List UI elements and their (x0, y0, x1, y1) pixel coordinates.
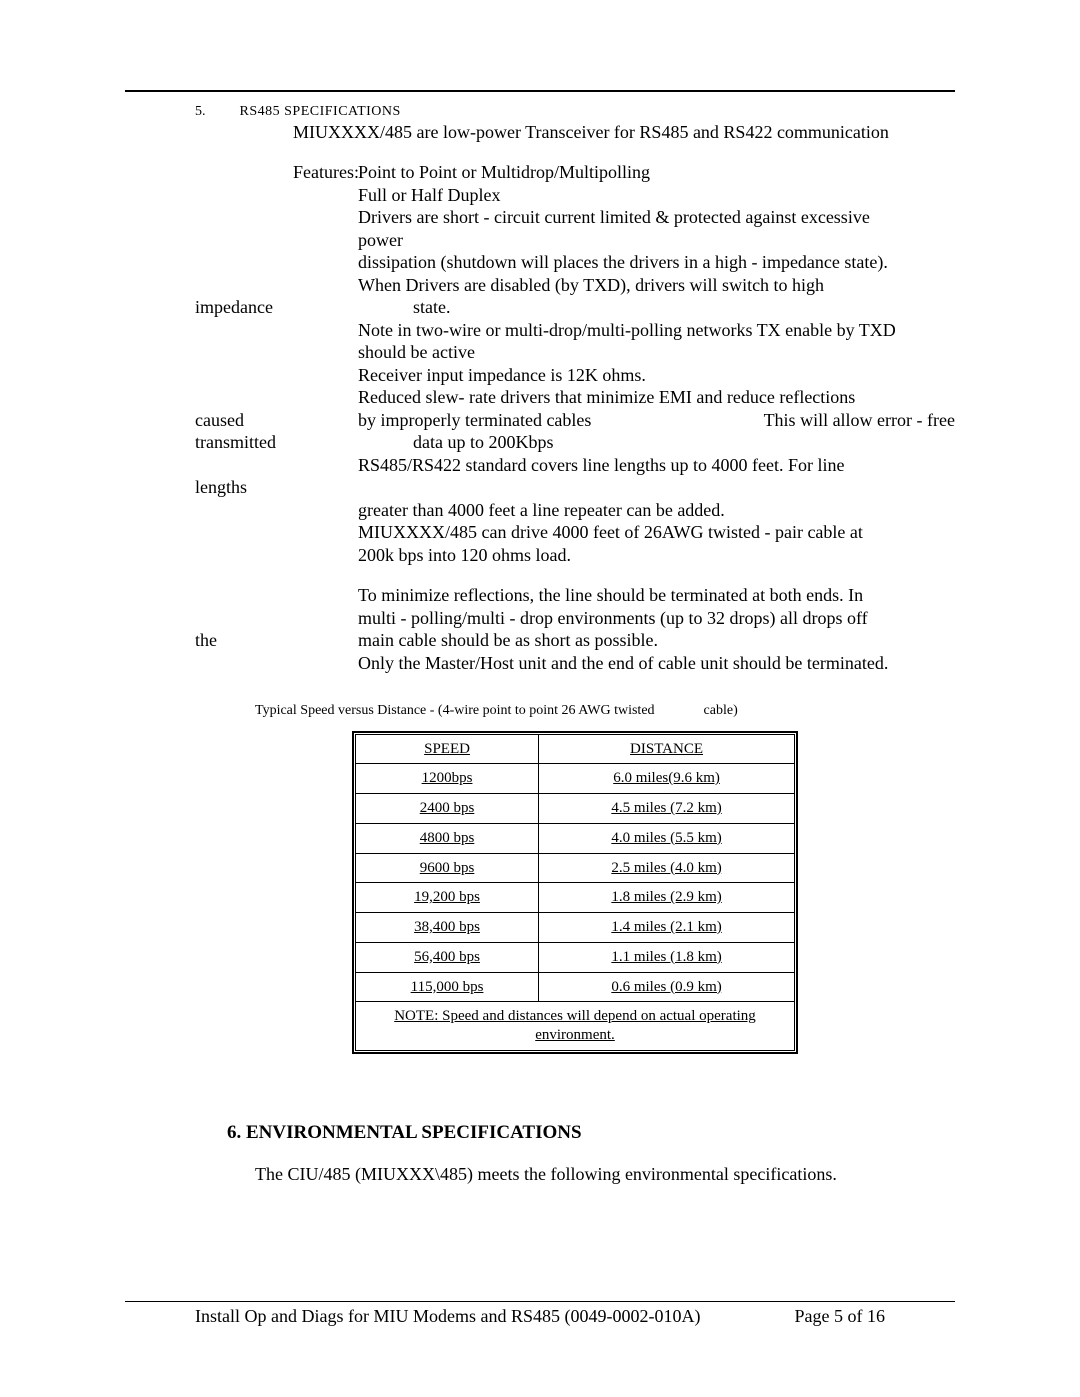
cell-speed: 1200bps (356, 764, 539, 794)
cell-distance: 4.0 miles (5.5 km) (539, 823, 795, 853)
caption-text-a: Typical Speed versus Distance - (4-wire … (255, 703, 655, 718)
feature-7: Receiver input impedance is 12K ohms. (358, 364, 955, 387)
para2b: multi - polling/multi - drop environment… (358, 607, 955, 630)
table-row: 115,000 bps0.6 miles (0.9 km) (356, 972, 795, 1002)
col-distance: DISTANCE (539, 734, 795, 764)
caption-text-b: cable) (704, 703, 738, 718)
cell-distance: 1.8 miles (2.9 km) (539, 883, 795, 913)
cell-speed: 9600 bps (356, 853, 539, 883)
cell-speed: 2400 bps (356, 794, 539, 824)
feature-8b: by improperly terminated cables (358, 409, 591, 432)
intro-line: MIUXXXX/485 are low-power Transceiver fo… (293, 121, 955, 144)
section-number: 5. (195, 103, 235, 121)
para2a: To minimize reflections, the line should… (358, 584, 955, 607)
footer-rule (125, 1301, 955, 1302)
left-lengths: lengths (195, 476, 355, 499)
cell-distance: 1.1 miles (1.8 km) (539, 942, 795, 972)
table-header-row: SPEED DISTANCE (356, 734, 795, 764)
left-caused: caused (195, 409, 355, 432)
table-row: 2400 bps4.5 miles (7.2 km) (356, 794, 795, 824)
feature-8c: data up to 200Kbps (355, 431, 955, 454)
cell-distance: 0.6 miles (0.9 km) (539, 972, 795, 1002)
feature-3b: power (358, 229, 955, 252)
left-the: the (195, 629, 355, 652)
table-row: 38,400 bps1.4 miles (2.1 km) (356, 913, 795, 943)
feature-6b: should be active (358, 341, 955, 364)
para2c: main cable should be as short as possibl… (355, 629, 955, 652)
feature-5b: state. (355, 296, 955, 319)
cell-distance: 6.0 miles(9.6 km) (539, 764, 795, 794)
section-5-header: 5. RS485 SPECIFICATIONS (195, 98, 955, 121)
cell-distance: 4.5 miles (7.2 km) (539, 794, 795, 824)
left-impedance: impedance (195, 296, 355, 319)
feature-2: Full or Half Duplex (358, 184, 955, 207)
feature-3a: Drivers are short - circuit current limi… (358, 206, 955, 229)
section-title: RS485 SPECIFICATIONS (240, 104, 401, 119)
footer-left: Install Op and Diags for MIU Modems and … (195, 1306, 700, 1327)
feature-9-row: lengths (195, 476, 955, 499)
feature-9a: RS485/RS422 standard covers line lengths… (358, 454, 955, 477)
table-note: NOTE: Speed and distances will depend on… (356, 1002, 795, 1051)
feature-6a: Note in two-wire or multi-drop/multi-pol… (358, 319, 955, 342)
feature-8a: Reduced slew- rate drivers that minimize… (358, 386, 955, 409)
para2d: Only the Master/Host unit and the end of… (358, 652, 955, 675)
cell-speed: 38,400 bps (356, 913, 539, 943)
feature-8b-gap: This will allow error - free (764, 409, 955, 432)
cell-distance: 2.5 miles (4.0 km) (539, 853, 795, 883)
para2c-row: the main cable should be as short as pos… (195, 629, 955, 652)
table-row: 19,200 bps1.8 miles (2.9 km) (356, 883, 795, 913)
speed-distance-table: SPEED DISTANCE 1200bps6.0 miles(9.6 km) … (355, 734, 795, 1051)
cell-distance: 1.4 miles (2.1 km) (539, 913, 795, 943)
feature-8b-row: caused by improperly terminated cables T… (195, 409, 955, 432)
table-row: 1200bps6.0 miles(9.6 km) (356, 764, 795, 794)
feature-1: Point to Point or Multidrop/Multipolling (358, 161, 955, 184)
table-row: 9600 bps2.5 miles (4.0 km) (356, 853, 795, 883)
cell-speed: 115,000 bps (356, 972, 539, 1002)
feature-10a: MIUXXXX/485 can drive 4000 feet of 26AWG… (358, 521, 955, 544)
page-footer: Install Op and Diags for MIU Modems and … (125, 1301, 955, 1327)
left-transmitted: transmitted (195, 431, 355, 454)
table-row: 4800 bps4.0 miles (5.5 km) (356, 823, 795, 853)
col-speed: SPEED (356, 734, 539, 764)
top-rule (125, 90, 955, 92)
table-row: 56,400 bps1.1 miles (1.8 km) (356, 942, 795, 972)
feature-9b: greater than 4000 feet a line repeater c… (358, 499, 955, 522)
cell-speed: 4800 bps (356, 823, 539, 853)
table-caption: Typical Speed versus Distance - (4-wire … (255, 702, 955, 720)
feature-8c-row: transmitted data up to 200Kbps (195, 431, 955, 454)
feature-10b: 200k bps into 120 ohms load. (358, 544, 955, 567)
features-row: Features: Point to Point or Multidrop/Mu… (293, 161, 955, 184)
cell-speed: 19,200 bps (356, 883, 539, 913)
cell-speed: 56,400 bps (356, 942, 539, 972)
table-note-row: NOTE: Speed and distances will depend on… (356, 1002, 795, 1051)
features-label: Features: (293, 161, 358, 184)
feature-5a: When Drivers are disabled (by TXD), driv… (358, 274, 955, 297)
footer-right: Page 5 of 16 (795, 1306, 885, 1327)
feature-4: dissipation (shutdown will places the dr… (358, 251, 955, 274)
section-6-body: The CIU/485 (MIUXXX\485) meets the follo… (255, 1163, 955, 1186)
document-page: 5. RS485 SPECIFICATIONS MIUXXXX/485 are … (0, 0, 1080, 1397)
feature-5-row: impedance state. (195, 296, 955, 319)
section-6-heading: 6. ENVIRONMENTAL SPECIFICATIONS (227, 1121, 955, 1145)
main-content: 5. RS485 SPECIFICATIONS MIUXXXX/485 are … (195, 98, 955, 1185)
